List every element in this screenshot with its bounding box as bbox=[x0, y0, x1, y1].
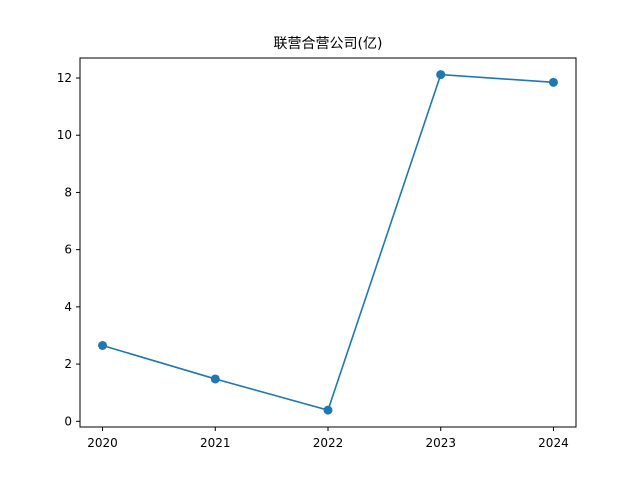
y-tick-label: 2 bbox=[64, 357, 72, 371]
x-tick-label: 2023 bbox=[425, 436, 456, 450]
y-tick-label: 10 bbox=[57, 128, 72, 142]
y-tick-label: 4 bbox=[64, 300, 72, 314]
x-tick-label: 2022 bbox=[313, 436, 344, 450]
data-point bbox=[98, 341, 107, 350]
data-point bbox=[549, 78, 558, 87]
x-tick-label: 2024 bbox=[538, 436, 569, 450]
y-tick-label: 0 bbox=[64, 414, 72, 428]
data-point bbox=[436, 70, 445, 79]
x-tick-label: 2020 bbox=[87, 436, 118, 450]
y-tick-label: 8 bbox=[64, 185, 72, 199]
x-tick-label: 2021 bbox=[200, 436, 231, 450]
y-tick-label: 12 bbox=[57, 71, 72, 85]
data-point bbox=[211, 374, 220, 383]
chart-title: 联营合营公司(亿) bbox=[274, 36, 383, 52]
data-point bbox=[324, 406, 333, 415]
y-tick-label: 6 bbox=[64, 243, 72, 257]
